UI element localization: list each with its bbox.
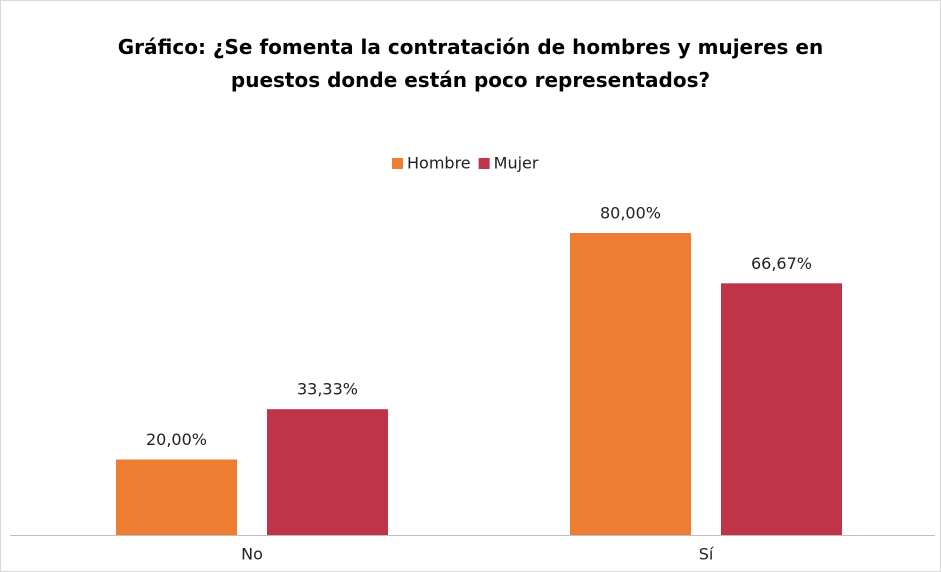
legend-label: Hombre [407, 154, 471, 173]
value-label: 66,67% [751, 254, 812, 273]
x-tick-label: Sí [699, 545, 714, 564]
bar [116, 459, 237, 535]
bar [721, 283, 842, 535]
value-label: 80,00% [600, 204, 661, 223]
value-label: 20,00% [146, 430, 207, 449]
legend-swatch [478, 158, 490, 169]
bar [570, 233, 691, 535]
bar [267, 409, 388, 535]
x-tick-label: No [241, 545, 263, 564]
legend-swatch [392, 158, 403, 169]
value-label: 33,33% [297, 380, 358, 399]
legend-label: Mujer [494, 154, 539, 173]
chart-title: Gráfico: ¿Se fomenta la contratación de … [117, 35, 824, 92]
